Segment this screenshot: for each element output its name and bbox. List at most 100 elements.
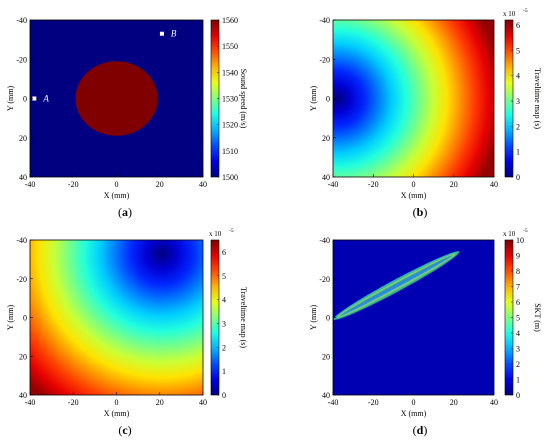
colorbar-tick-label: 7 [516,283,520,292]
point-label: B [171,29,177,39]
y-tick-label: -20 [16,275,27,284]
y-tick-label: -40 [319,236,330,245]
colorbar-tick-label: 10 [516,236,524,245]
x-tick-label: 20 [450,180,458,189]
x-tick-label: -40 [328,398,339,407]
x-tick-label: 0 [115,398,119,407]
panel-caption: (a) [118,205,132,219]
colorbar-tick-label: 4 [222,296,226,305]
colorbar-tick-label: 2 [516,122,520,131]
colorbar-tick-label: 1550 [222,42,238,51]
x-tick-label: 0 [115,180,119,189]
x-axis-label: X (mm) [104,191,130,200]
colorbar-tick-label: 0 [222,391,226,400]
y-axis-label: Y (mm) [309,86,318,112]
x-tick-label: 40 [199,398,207,407]
colorbar-exponent-power: -5 [523,228,528,234]
colorbar-exponent: x 10 [503,230,516,238]
colorbar-tick-label: 3 [516,97,520,106]
colorbar-exponent: x 10 [503,10,516,18]
colorbar-tick-label: 0 [516,391,520,400]
colorbar-tick-label: 6 [516,21,520,30]
colorbar-tick-label: 9 [516,252,520,261]
colorbar-tick-label: 5 [516,46,520,55]
y-tick-label: 0 [326,95,330,104]
x-tick-label: 40 [490,180,498,189]
traveltime-field [30,240,203,395]
colorbar-tick-label: 3 [516,345,520,354]
colorbar-tick-label: 5 [516,314,520,323]
colorbar-tick-label: 0 [516,173,520,182]
x-tick-label: 0 [412,398,416,407]
y-tick-label: 20 [322,352,330,361]
heatmap-a [30,20,203,177]
x-axis-label: X (mm) [401,409,427,418]
background-zero [333,240,494,395]
colorbar-tick-label: 4 [516,329,520,338]
y-tick-label: -20 [319,275,330,284]
x-tick-label: -40 [25,180,36,189]
traveltime-field [333,20,494,177]
x-tick-label: 20 [450,398,458,407]
colorbar-tick-label: 5 [222,272,226,281]
x-tick-label: -40 [328,180,339,189]
colorbar-exponent-power: -5 [229,228,234,234]
colorbar-exponent: x 10 [209,230,222,238]
y-tick-label: 0 [23,314,27,323]
colorbar-tick-label: 1 [516,148,520,157]
heatmap-d [333,240,494,395]
x-tick-label: 20 [156,180,164,189]
point-label: A [42,94,49,104]
colorbar-exponent-power: -5 [523,8,528,14]
colorbar-tick-label: 8 [516,267,520,276]
x-tick-label: 0 [412,180,416,189]
colorbar-tick-label: 4 [516,72,520,81]
y-axis-label: Y (mm) [309,305,318,331]
x-axis-label: X (mm) [401,191,427,200]
colorbar-tick-label: 1500 [222,173,238,182]
colorbar-tick-label: 1560 [222,16,238,25]
x-tick-label: 40 [490,398,498,407]
x-axis-label: X (mm) [104,409,130,418]
x-tick-label: 20 [156,398,164,407]
colorbar-tick-label: 2 [516,360,520,369]
point-A [32,96,37,101]
x-tick-label: -20 [68,398,79,407]
colorbar-tick-label: 1540 [222,68,238,77]
colorbar-tick-label: 1510 [222,147,238,156]
colorbar-tick-label: 6 [222,248,226,257]
x-tick-label: -40 [25,398,36,407]
colorbar [210,239,220,396]
y-tick-label: 40 [19,173,27,182]
y-tick-label: 40 [19,391,27,400]
colorbar-label: Traveltime map (s) [533,68,542,129]
heatmap-c [30,240,203,395]
inclusion-disk [75,61,158,136]
y-tick-label: 20 [322,134,330,143]
colorbar-tick-label: 1520 [222,121,238,130]
y-tick-label: -20 [16,55,27,64]
colorbar-tick-label: 1 [516,376,520,385]
colorbar [504,19,514,178]
x-tick-label: -20 [368,180,379,189]
y-tick-label: -40 [16,236,27,245]
heatmap-b [333,20,494,177]
y-tick-label: -20 [319,55,330,64]
colorbar-tick-label: 2 [222,343,226,352]
panel-caption: (c) [118,423,131,437]
y-tick-label: 0 [23,95,27,104]
x-tick-label: -20 [68,180,79,189]
x-tick-label: -20 [368,398,379,407]
skt-inner-band [340,255,453,316]
y-tick-label: 20 [19,352,27,361]
y-axis-label: Y (mm) [6,86,15,112]
y-tick-label: 40 [322,391,330,400]
colorbar-tick-label: 3 [222,319,226,328]
colorbar-tick-label: 1 [222,367,226,376]
point-B [159,31,164,36]
